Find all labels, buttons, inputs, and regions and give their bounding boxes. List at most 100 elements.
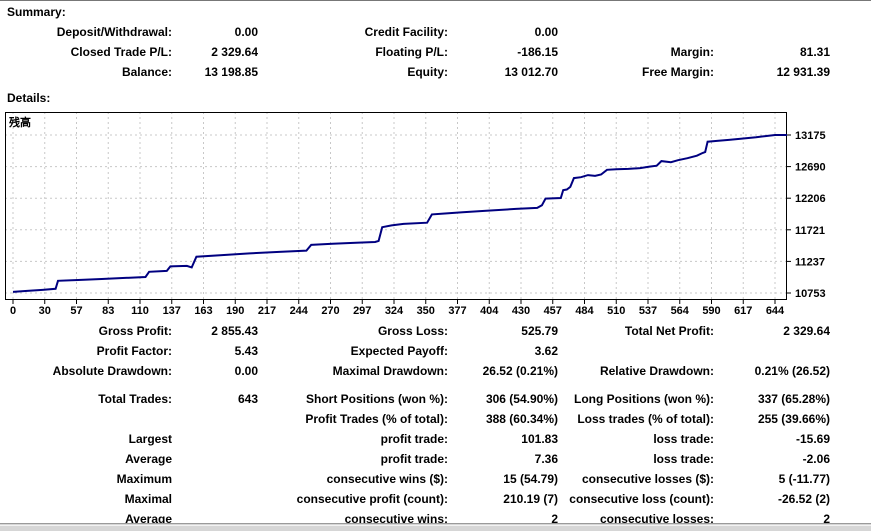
stat-label	[0, 409, 172, 429]
stat-value: 643	[237, 392, 258, 406]
stat-value	[176, 409, 258, 429]
summary-value: 0.00	[534, 25, 558, 39]
stat-value: 7.36	[534, 452, 558, 466]
x-axis-tick-label: 430	[512, 305, 530, 314]
stat-label: Largest	[128, 432, 172, 446]
stat-row: Total Trades: 643 Short Positions (won %):…	[0, 389, 871, 409]
y-axis-tick-label: 11237	[795, 256, 825, 268]
x-axis-tick-label: 617	[734, 305, 752, 314]
stat-value: 2 329.64	[783, 324, 830, 338]
summary-value: 81.31	[799, 45, 830, 59]
stat-row: Profit Factor: 5.43 Expected Payoff: 3.62	[0, 341, 871, 361]
y-axis-tick-label: 10753	[795, 288, 826, 300]
x-axis-tick-label: 57	[70, 305, 82, 314]
stat-label: consecutive loss (count):	[569, 492, 714, 506]
stat-value: 5.43	[234, 344, 258, 358]
stat-label: Loss trades (% of total):	[577, 412, 714, 426]
stat-value: 0.00	[234, 364, 258, 378]
stat-label: Short Positions (won %):	[306, 392, 448, 406]
stat-value	[176, 489, 258, 509]
stat-row: Maximal consecutive profit (count): 210.19…	[0, 489, 871, 509]
stat-value: 5 (-11.77)	[778, 472, 830, 486]
stat-value: 306 (54.90%)	[485, 392, 558, 406]
stat-row: Maximum consecutive wins ($): 15 (54.79) co…	[0, 469, 871, 489]
stat-label: consecutive losses ($):	[581, 472, 714, 486]
summary-label: Margin:	[670, 45, 714, 59]
x-axis-tick-label: 404	[480, 305, 499, 314]
stat-value: 0.21% (26.52)	[754, 364, 830, 378]
stat-label: consecutive profit (count):	[296, 492, 448, 506]
stat-row: Average profit trade: 7.36 loss trade: -2.06	[0, 449, 871, 469]
details-heading: Details:	[7, 91, 51, 105]
window-top-border	[0, 0, 871, 1]
chart-legend-balance: 残高	[9, 115, 31, 129]
x-axis-tick-label: 590	[702, 305, 720, 314]
stat-label: Profit Trades (% of total):	[305, 412, 448, 426]
balance-chart-svg: 0 30 57 83 110 137 163 190 217 244 270 297 324 350 377…	[5, 112, 826, 317]
stat-label: profit trade:	[380, 452, 448, 466]
stat-row: Profit Trades (% of total): 388 (60.34%) L…	[0, 409, 871, 429]
stat-label: Total Trades:	[98, 392, 172, 406]
stat-value: -2.06	[802, 452, 830, 466]
balance-chart: 0 30 57 83 110 137 163 190 217 244 270 297 324 350 377…	[5, 112, 843, 317]
stat-value	[176, 469, 258, 489]
x-axis-tick-label: 217	[258, 305, 276, 314]
x-axis-tick-label: 484	[575, 305, 594, 314]
stat-value	[176, 429, 258, 449]
stat-value: 255 (39.66%)	[757, 412, 830, 426]
x-axis-tick-label: 0	[10, 305, 16, 314]
stat-value: 337 (65.28%)	[757, 392, 830, 406]
x-axis-tick-label: 510	[607, 305, 625, 314]
x-axis-tick-label: 163	[194, 305, 212, 314]
stat-label	[562, 341, 714, 361]
stat-label: profit trade:	[380, 432, 448, 446]
stat-label: consecutive wins ($):	[326, 472, 448, 486]
stat-value: -15.69	[795, 432, 830, 446]
x-axis-tick-label: 644	[766, 305, 785, 314]
summary-value: 2 329.64	[211, 45, 258, 59]
stat-value: 101.83	[521, 432, 558, 446]
summary-value: 13 012.70	[504, 65, 558, 79]
summary-label: Floating P/L:	[375, 45, 448, 59]
summary-label: Deposit/Withdrawal:	[56, 25, 172, 39]
summary-heading: Summary:	[7, 5, 66, 19]
stat-value: 3.62	[534, 344, 558, 358]
stat-label: Absolute Drawdown:	[52, 364, 172, 378]
y-axis-tick-label: 12690	[795, 162, 826, 174]
stat-label: Maximum	[116, 472, 172, 486]
stat-value: 2	[823, 512, 830, 526]
stat-label: consecutive wins:	[344, 512, 448, 526]
stat-label: Maximal Drawdown:	[332, 364, 448, 378]
stat-label: Relative Drawdown:	[599, 364, 714, 378]
stat-label: Average	[125, 512, 172, 526]
summary-label: Balance:	[121, 65, 172, 79]
summary-value: 12 931.39	[776, 65, 830, 79]
summary-value: 0.00	[234, 25, 258, 39]
stat-value: 210.19 (7)	[503, 492, 558, 506]
stat-value: 15 (54.79)	[503, 472, 558, 486]
x-axis-tick-label: 350	[417, 305, 435, 314]
stat-label: Expected Payoff:	[350, 344, 448, 358]
summary-value: -186.15	[517, 45, 558, 59]
y-axis-tick-label: 12206	[795, 193, 826, 205]
stat-value: 2	[551, 512, 558, 526]
horizontal-scrollbar[interactable]	[0, 523, 871, 531]
stat-row: Largest profit trade: 101.83 loss trade: -15…	[0, 429, 871, 449]
x-axis-tick-label: 297	[353, 305, 371, 314]
x-axis-tick-label: 270	[321, 305, 339, 314]
stat-row: Average consecutive wins: 2 consecutive los…	[0, 509, 871, 529]
stat-label: consecutive losses:	[599, 512, 714, 526]
stats-grid: Gross Profit: 2 855.43 Gross Loss: 525.79 To…	[0, 321, 871, 529]
x-axis-tick-label: 244	[290, 305, 309, 314]
x-axis-tick-label: 537	[639, 305, 657, 314]
x-axis-tick-label: 377	[448, 305, 466, 314]
summary-label: Closed Trade P/L:	[70, 45, 172, 59]
stat-label: Maximal	[124, 492, 172, 506]
y-axis-tick-label: 11721	[795, 225, 825, 237]
stat-value: 525.79	[521, 324, 558, 338]
x-axis-tick-label: 110	[131, 305, 149, 314]
stat-label: loss trade:	[653, 452, 714, 466]
stat-label: Total Net Profit:	[624, 324, 714, 338]
x-axis-tick-label: 83	[102, 305, 114, 314]
summary-label: Free Margin:	[641, 65, 714, 79]
